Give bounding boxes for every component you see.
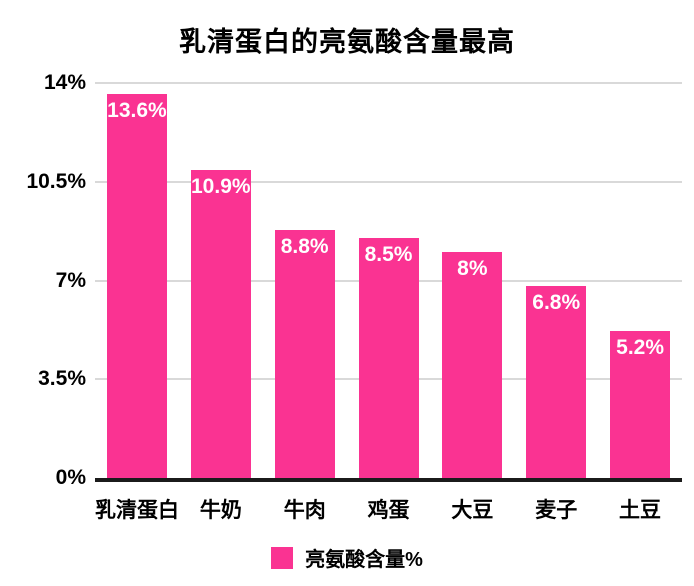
bar-土豆: 5.2%	[610, 331, 671, 478]
bar-牛肉: 8.8%	[274, 229, 335, 478]
bar-大豆: 8%	[442, 252, 503, 478]
bar-slot: 6.8%	[514, 83, 598, 478]
legend-swatch-icon	[271, 546, 294, 569]
bar-slot: 13.6%	[95, 83, 179, 478]
bar-value-label: 10.9%	[191, 175, 251, 199]
legend: 亮氨酸含量%	[0, 543, 694, 572]
bar-乳清蛋白: 13.6%	[106, 94, 167, 478]
x-tick-label: 牛肉	[283, 499, 326, 522]
bar-value-label: 5.2%	[616, 336, 665, 360]
bar-麦子: 6.8%	[526, 286, 587, 478]
bar-value-label: 13.6%	[107, 99, 167, 123]
bar-牛奶: 10.9%	[190, 170, 251, 478]
y-tick-label: 10.5%	[26, 169, 86, 193]
y-tick-label: 3.5%	[38, 367, 86, 391]
bar-slot: 8.8%	[263, 83, 347, 478]
legend-label: 亮氨酸含量%	[305, 549, 423, 571]
gridline	[95, 82, 682, 84]
y-tick-label: 14%	[43, 71, 86, 94]
x-tick-label: 鸡蛋	[367, 499, 410, 522]
x-tick-label: 麦子	[535, 499, 578, 522]
y-axis: 0% 3.5% 7% 10.5% 14%	[0, 71, 86, 489]
y-tick-label: 0%	[55, 466, 86, 489]
bar-value-label: 6.8%	[532, 291, 581, 315]
x-tick-label: 牛奶	[199, 499, 242, 522]
x-tick-label: 土豆	[619, 499, 662, 522]
bar-value-label: 8.5%	[364, 243, 413, 267]
gridline	[95, 180, 682, 183]
plot-area: 13.6% 10.9% 8.8% 8.5% 8% 6.8% 5.2%	[95, 82, 682, 482]
bar-鸡蛋: 8.5%	[358, 238, 419, 478]
x-tick-label: 大豆	[451, 499, 494, 522]
bar-value-label: 8.8%	[280, 234, 329, 258]
chart-title: 乳清蛋白的亮氨酸含量最高	[179, 27, 515, 57]
bar-slot: 5.2%	[598, 83, 682, 478]
x-axis: 乳清蛋白 牛奶 牛肉 鸡蛋 大豆 麦子 土豆	[95, 494, 682, 524]
x-tick-label: 乳清蛋白	[95, 499, 179, 522]
bar-slot: 10.9%	[179, 83, 263, 478]
bar-value-label: 8%	[457, 257, 488, 281]
bars-layer: 13.6% 10.9% 8.8% 8.5% 8% 6.8% 5.2%	[95, 83, 682, 478]
bar-slot: 8%	[430, 83, 514, 478]
bar-slot: 8.5%	[347, 83, 431, 478]
y-tick-label: 7%	[55, 268, 86, 292]
